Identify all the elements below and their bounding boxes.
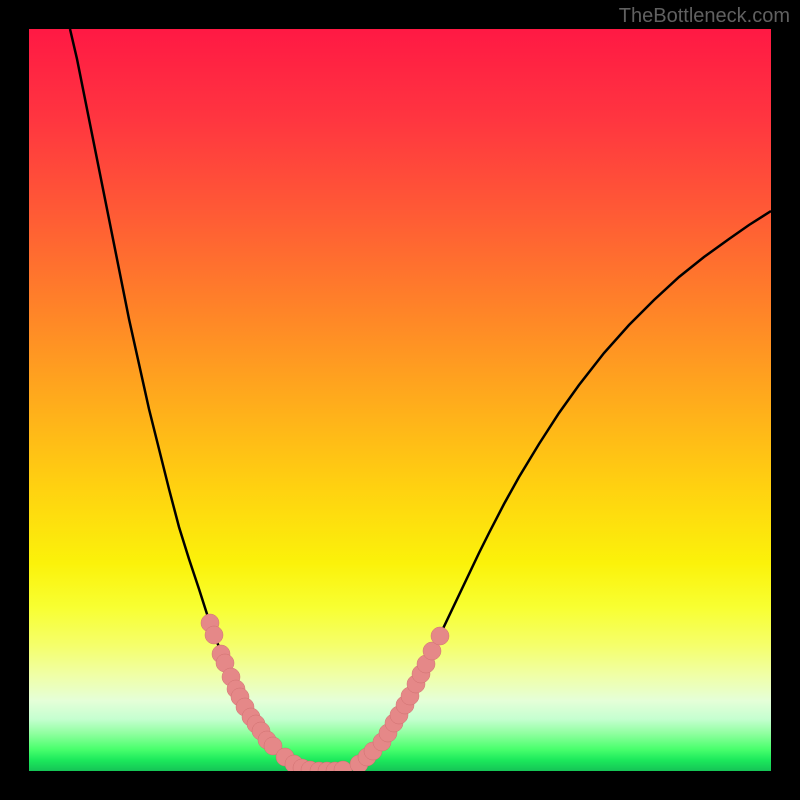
data-marker — [431, 627, 449, 645]
chart-plot-area — [29, 29, 771, 771]
data-markers — [29, 29, 771, 771]
data-marker — [205, 626, 223, 644]
watermark-text: TheBottleneck.com — [619, 5, 790, 28]
